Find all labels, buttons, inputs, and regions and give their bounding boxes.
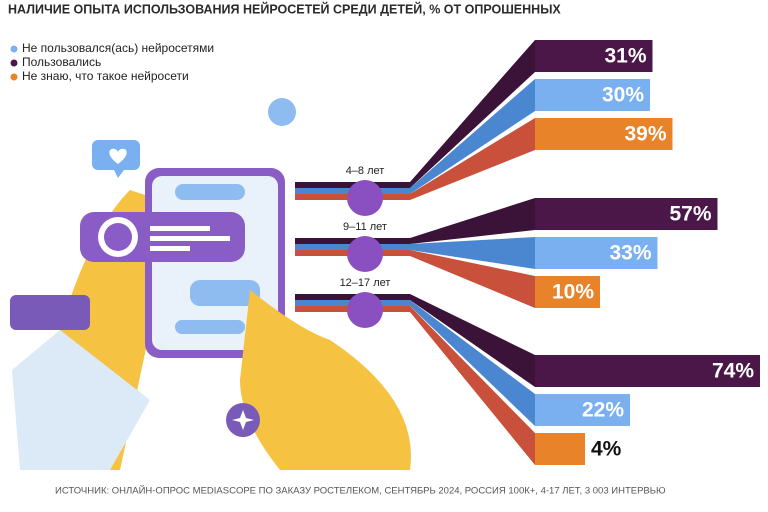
category-label: 12–17 лет	[340, 277, 391, 289]
source: ИСТОЧНИК: ОНЛАЙН-ОПРОС MEDIASCOPE ПО ЗАК…	[55, 485, 666, 497]
bar	[535, 198, 718, 230]
value-label: 4%	[591, 438, 622, 461]
legend-label: Не знаю, что такое нейросети	[22, 69, 189, 83]
category-label: 9–11 лет	[343, 221, 387, 233]
ribbon	[295, 40, 535, 188]
legend-label: Пользовались	[22, 55, 101, 69]
value-label: 33%	[609, 242, 651, 265]
value-label: 10%	[552, 281, 594, 304]
ribbon	[295, 300, 535, 426]
value-label: 22%	[582, 399, 624, 422]
age-icon	[347, 180, 383, 216]
age-icon	[347, 292, 383, 328]
bar	[535, 276, 600, 308]
ribbon	[295, 198, 535, 244]
value-label: 74%	[712, 360, 754, 383]
ribbon	[295, 79, 535, 194]
value-label: 39%	[624, 123, 666, 146]
legend-swatch	[10, 45, 18, 53]
bar	[535, 40, 653, 72]
illustration	[10, 98, 411, 470]
bar	[535, 79, 650, 111]
legend-swatch	[10, 59, 18, 67]
legend-label: Не пользовался(ась) нейросетями	[22, 41, 214, 55]
category-label: 4–8 лет	[346, 165, 385, 177]
bar	[535, 394, 630, 426]
value-label: 31%	[604, 45, 646, 68]
bar	[535, 433, 585, 465]
age-icon	[347, 236, 383, 272]
bar	[535, 355, 760, 387]
chart-title: НАЛИЧИЕ ОПЫТА ИСПОЛЬЗОВАНИЯ НЕЙРОСЕТЕЙ С…	[8, 1, 561, 16]
legend-swatch	[10, 73, 18, 81]
bar	[535, 118, 673, 150]
ribbon	[295, 118, 535, 200]
bar	[535, 237, 658, 269]
ribbon	[295, 250, 535, 308]
value-label: 57%	[669, 203, 711, 226]
value-label: 30%	[602, 84, 644, 107]
ribbon	[295, 294, 535, 387]
ribbon	[295, 306, 535, 465]
